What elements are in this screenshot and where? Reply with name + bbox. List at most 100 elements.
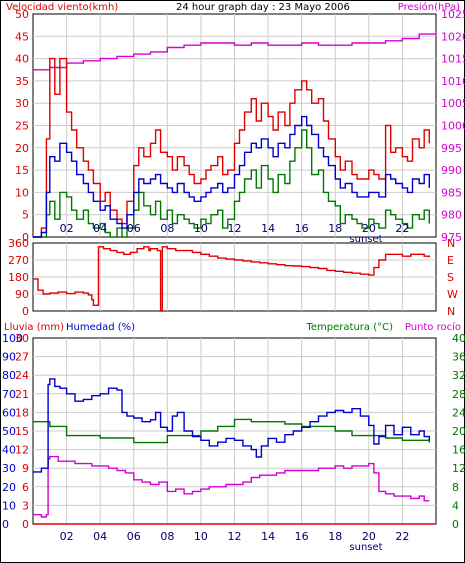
direction-axis-tick-3: 270 — [8, 254, 29, 267]
series-pressure — [33, 31, 437, 71]
pressure-axis-tick-1: 980 — [441, 209, 462, 222]
wind-axis-tick-2: 10 — [15, 186, 29, 199]
wind-axis-tick-0: 0 — [22, 231, 29, 244]
temperature-axis-tick-3: 12 — [452, 462, 465, 475]
temperature-axis-label: Temperatura (°C) — [305, 322, 393, 333]
p1-x-tick-5: 12 — [228, 222, 242, 235]
direction-axis-tick-2: 180 — [8, 271, 29, 284]
p1-x-tick-6: 14 — [261, 222, 275, 235]
pressure-axis-tick-4: 995 — [441, 142, 462, 155]
p3-x-tick-1: 04 — [93, 530, 107, 543]
humidity-axis-tick-1: 10 — [2, 499, 16, 512]
rain-axis-tick-9: 27 — [15, 351, 29, 364]
p3-x-tick-7: 16 — [295, 530, 309, 543]
p1-x-tick-0: 02 — [60, 222, 74, 235]
p1-x-tick-10: 22 — [395, 222, 409, 235]
wind-axis-tick-9: 45 — [15, 30, 29, 43]
p3-x-tick-9: 20 — [362, 530, 376, 543]
pressure-axis-tick-0: 975 — [441, 231, 462, 244]
sunset-label-bottom: sunset — [349, 542, 382, 553]
p1-x-tick-1: 04 — [93, 222, 107, 235]
wind-axis-tick-7: 35 — [15, 75, 29, 88]
compass-axis-tick-0: N — [447, 305, 455, 318]
rain-axis-tick-7: 21 — [15, 388, 29, 401]
rain-axis-tick-4: 12 — [15, 444, 29, 457]
humidity-axis-tick-9: 90 — [2, 351, 16, 364]
p1-x-tick-9: 20 — [362, 222, 376, 235]
rain-axis-tick-8: 24 — [15, 369, 29, 382]
series-direction — [33, 246, 430, 312]
chart-title: 24 hour graph day : 23 Mayo 2006 — [176, 2, 350, 13]
wind-axis-tick-4: 20 — [15, 142, 29, 155]
wind-axis-tick-5: 25 — [15, 120, 29, 133]
rain-axis-tick-2: 6 — [22, 481, 29, 494]
temperature-axis-tick-5: 20 — [452, 425, 465, 438]
humidity-axis-tick-4: 40 — [2, 444, 16, 457]
direction-axis-tick-0: 0 — [22, 305, 29, 318]
humidity-axis-tick-2: 20 — [2, 481, 16, 494]
series-dewpoint — [33, 455, 430, 518]
rain-axis-tick-10: 30 — [15, 332, 29, 345]
p1-x-tick-7: 16 — [295, 222, 309, 235]
p3-x-tick-8: 18 — [328, 530, 342, 543]
pressure-axis-label: Presión(hPa) — [398, 1, 460, 13]
series-minimum — [33, 129, 430, 238]
humidity-axis-tick-10: 100 — [2, 332, 23, 345]
rain-axis-tick-5: 15 — [15, 425, 29, 438]
p3-x-tick-6: 14 — [261, 530, 275, 543]
temperature-axis-tick-1: 4 — [452, 499, 459, 512]
series-gust — [33, 57, 430, 238]
series-average — [33, 115, 430, 238]
wind-axis-tick-1: 5 — [22, 209, 29, 222]
p1-x-tick-4: 10 — [194, 222, 208, 235]
series-humidity — [33, 378, 430, 473]
direction-axis-tick-1: 90 — [15, 288, 29, 301]
wind-axis-label: Velocidad viento(kmh) — [6, 2, 118, 13]
temperature-axis-tick-7: 28 — [452, 388, 465, 401]
temperature-axis-tick-8: 32 — [452, 369, 465, 382]
rain-axis-tick-1: 3 — [22, 499, 29, 512]
p3-x-tick-3: 08 — [160, 530, 174, 543]
rain-axis-tick-0: 0 — [22, 518, 29, 531]
compass-axis-tick-3: E — [447, 254, 454, 267]
humidity-axis-label: Humedad (%) — [66, 322, 135, 333]
rain-axis-tick-6: 18 — [15, 406, 29, 419]
temperature-axis-tick-6: 24 — [452, 406, 465, 419]
p3-x-tick-5: 12 — [228, 530, 242, 543]
rain-axis-label: Lluvia (mm) — [4, 322, 64, 333]
pressure-axis-tick-10: 1025 — [441, 8, 465, 21]
p1-x-tick-2: 06 — [127, 222, 141, 235]
humidity-axis-tick-0: 0 — [2, 518, 9, 531]
compass-axis-tick-1: W — [447, 288, 458, 301]
p3-x-tick-2: 06 — [127, 530, 141, 543]
p3-x-tick-0: 02 — [60, 530, 74, 543]
rain-axis-tick-3: 9 — [22, 462, 29, 475]
temperature-axis-tick-10: 40 — [452, 332, 465, 345]
humidity-axis-tick-5: 50 — [2, 425, 16, 438]
temperature-axis-tick-4: 16 — [452, 444, 465, 457]
humidity-axis-tick-3: 30 — [2, 462, 16, 475]
humidity-axis-tick-6: 60 — [2, 406, 16, 419]
sunset-label: sunset — [349, 234, 382, 245]
p3-x-tick-10: 22 — [395, 530, 409, 543]
pressure-axis-tick-2: 985 — [441, 186, 462, 199]
wind-axis-tick-8: 40 — [15, 53, 29, 66]
wind-axis-tick-6: 30 — [15, 97, 29, 110]
direction-axis-tick-4: 360 — [8, 237, 29, 250]
p1-x-tick-3: 08 — [160, 222, 174, 235]
compass-axis-tick-2: S — [447, 271, 454, 284]
wind-axis-tick-10: 50 — [15, 8, 29, 21]
pressure-axis-tick-6: 1005 — [441, 97, 465, 110]
pressure-axis-tick-3: 990 — [441, 164, 462, 177]
p1-x-tick-8: 18 — [328, 222, 342, 235]
temperature-axis-tick-0: 0 — [452, 518, 459, 531]
